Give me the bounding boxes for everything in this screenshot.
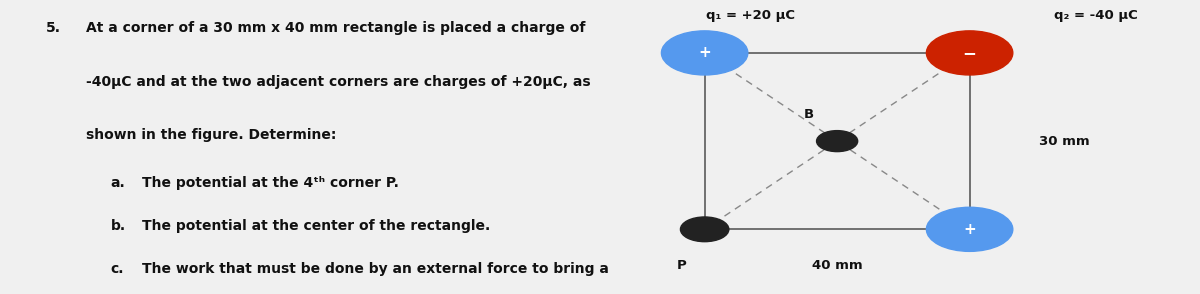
Text: shown in the figure. Determine:: shown in the figure. Determine: xyxy=(86,128,337,142)
Text: 5.: 5. xyxy=(46,21,60,35)
Text: +: + xyxy=(964,222,976,237)
Circle shape xyxy=(926,207,1013,251)
Circle shape xyxy=(661,31,748,75)
Circle shape xyxy=(926,31,1013,75)
Text: c.: c. xyxy=(110,262,124,276)
Text: a.: a. xyxy=(110,176,125,191)
Text: q₂ = -40 μC: q₂ = -40 μC xyxy=(1055,9,1138,22)
Text: q₁ = +20 μC: q₁ = +20 μC xyxy=(707,9,796,22)
Text: −: − xyxy=(962,44,977,62)
Text: P: P xyxy=(677,259,686,272)
Text: At a corner of a 30 mm x 40 mm rectangle is placed a charge of: At a corner of a 30 mm x 40 mm rectangle… xyxy=(86,21,586,35)
Text: 30 mm: 30 mm xyxy=(1039,135,1090,148)
Text: The potential at the 4ᵗʰ corner P.: The potential at the 4ᵗʰ corner P. xyxy=(142,176,398,191)
Text: -40μC and at the two adjacent corners are charges of +20μC, as: -40μC and at the two adjacent corners ar… xyxy=(86,75,592,89)
Circle shape xyxy=(680,217,728,242)
Circle shape xyxy=(816,131,858,152)
Text: B: B xyxy=(803,108,814,121)
Text: The work that must be done by an external force to bring a: The work that must be done by an externa… xyxy=(142,262,608,276)
Text: b.: b. xyxy=(110,219,126,233)
Text: The potential at the center of the rectangle.: The potential at the center of the recta… xyxy=(142,219,490,233)
Text: 40 mm: 40 mm xyxy=(812,259,863,272)
Text: +: + xyxy=(698,45,712,61)
